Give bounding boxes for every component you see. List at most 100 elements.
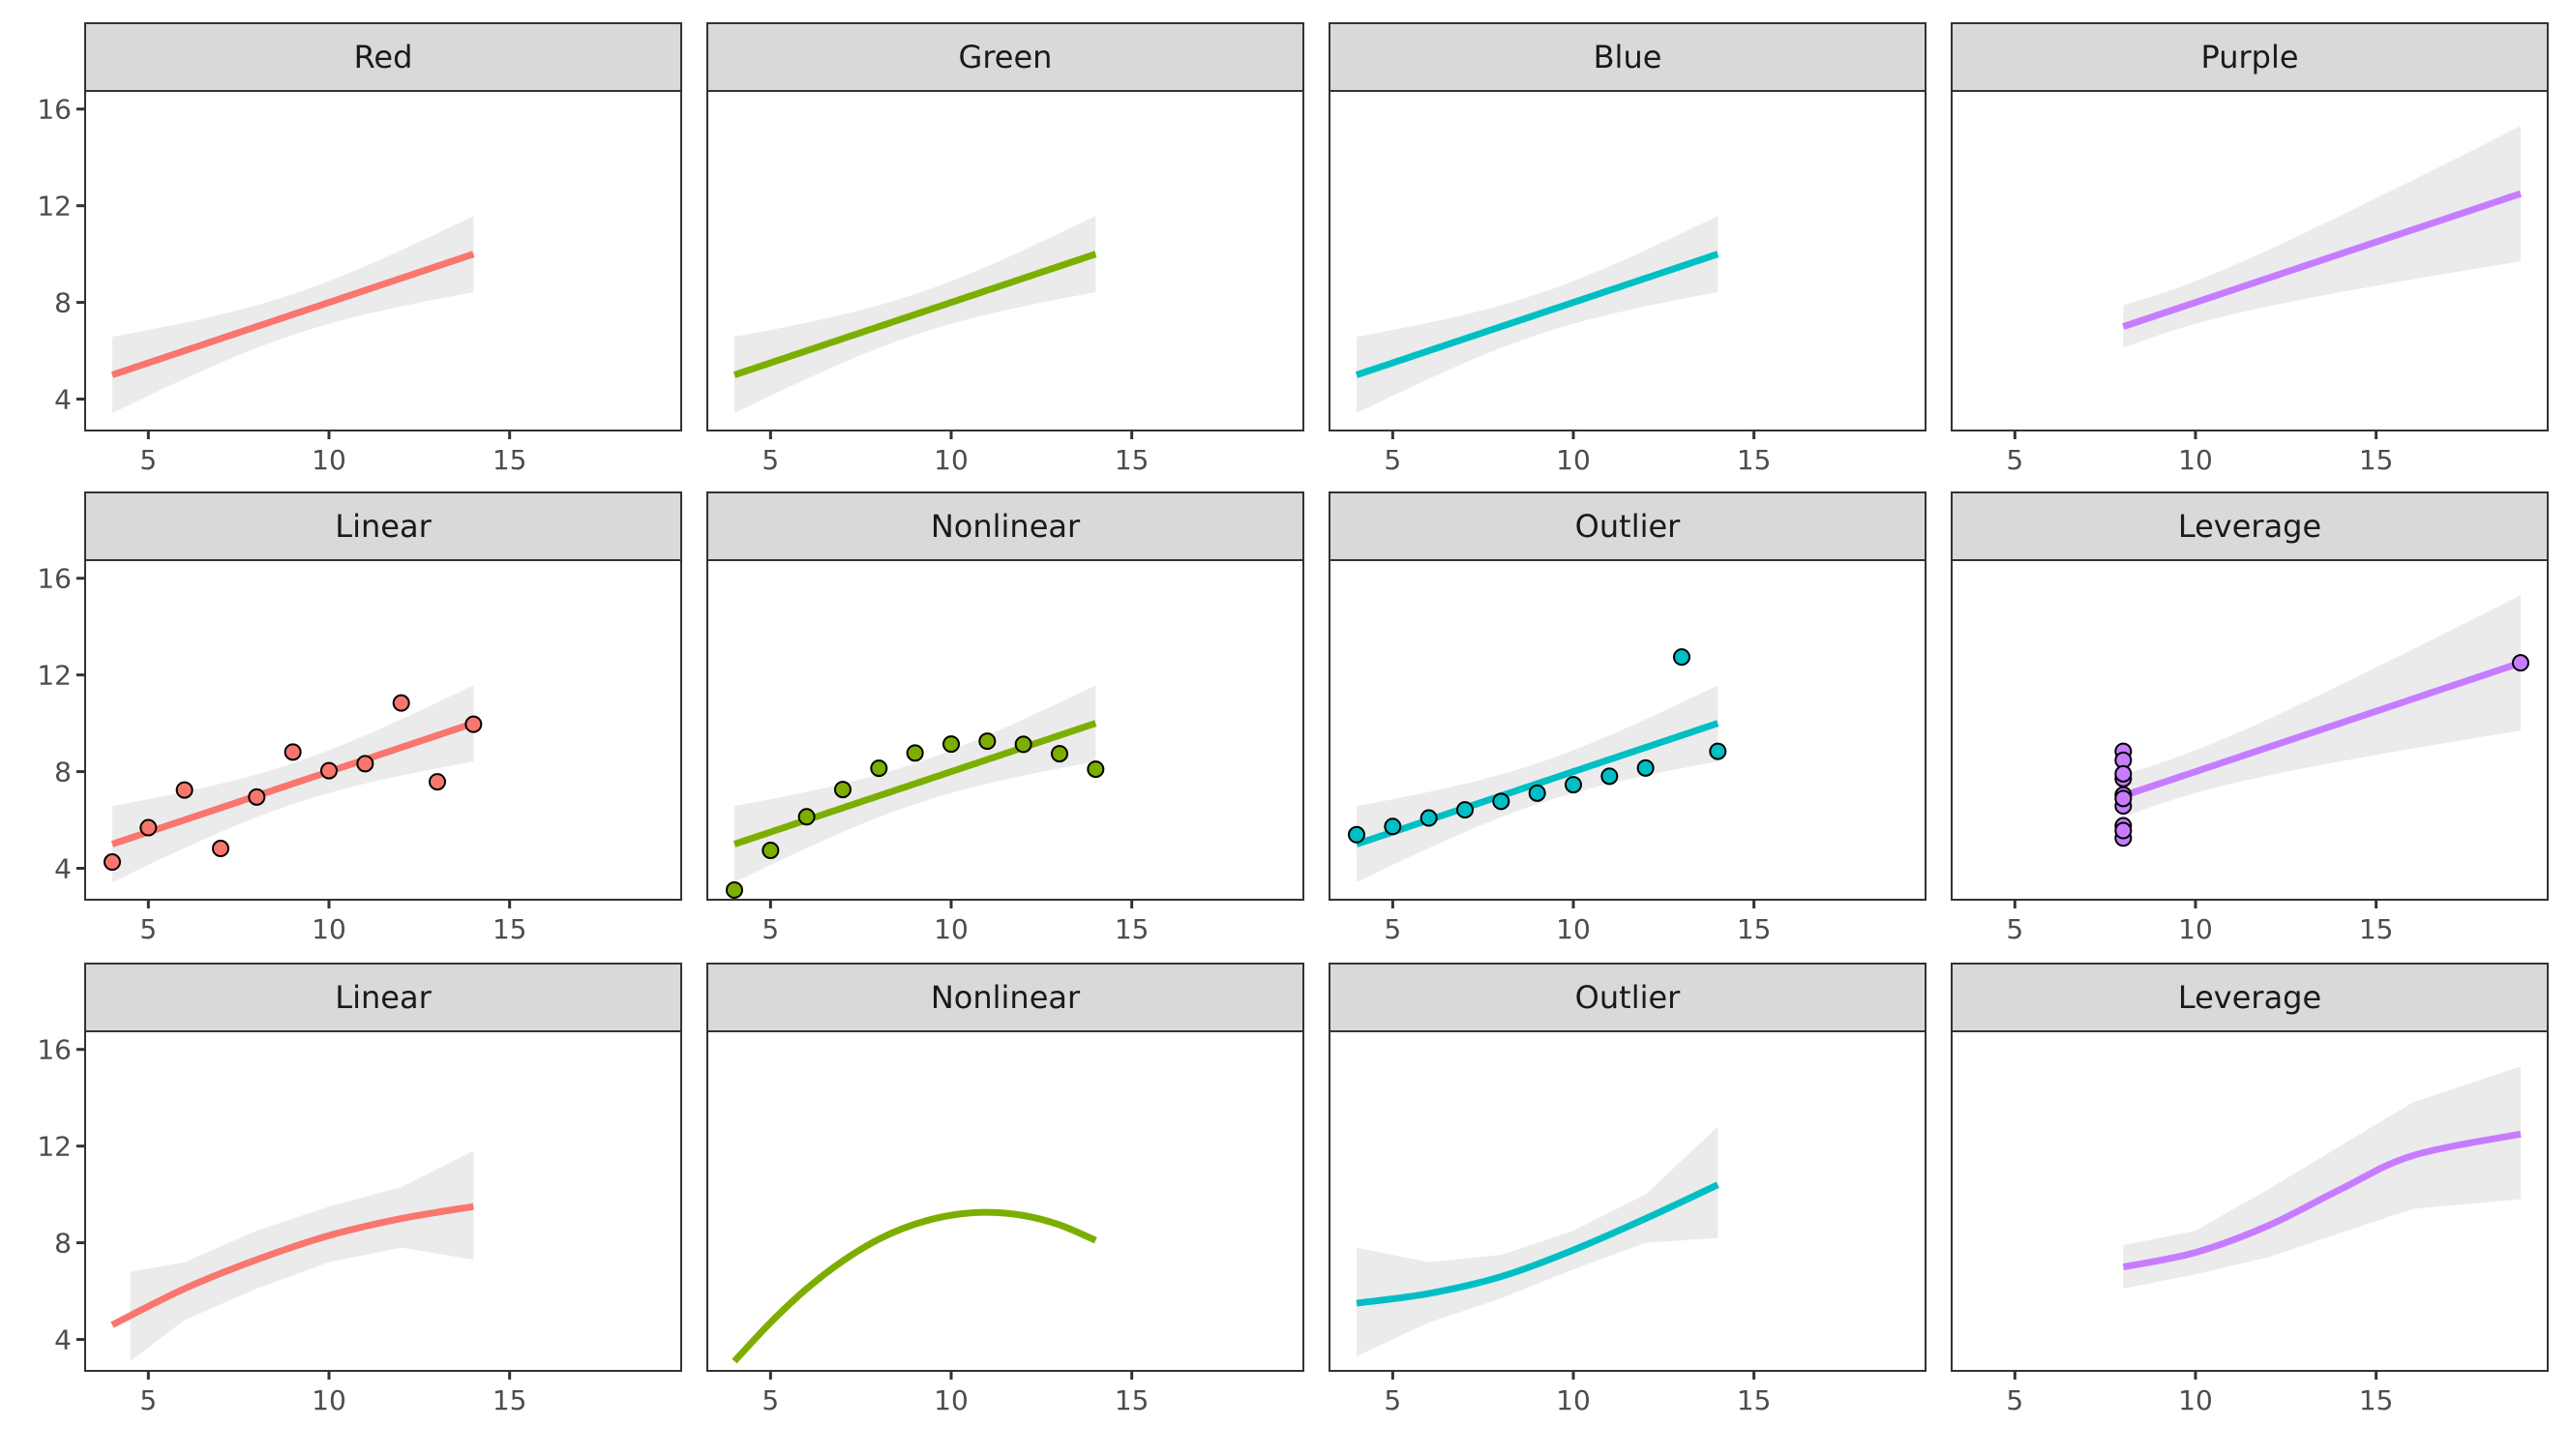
strip-background — [1951, 22, 2549, 92]
data-point — [1492, 792, 1510, 811]
strip-label: Green — [959, 39, 1053, 75]
data-point — [1456, 801, 1474, 819]
strip-label: Nonlinear — [931, 508, 1081, 545]
x-tick-label: 5 — [1384, 1384, 1401, 1416]
facet-panel: Nonlinear 5 10 15 — [706, 491, 1304, 945]
data-point — [1348, 825, 1365, 844]
panel-border — [1329, 90, 1927, 431]
y-tick-label: 4 — [54, 1324, 72, 1356]
data-point — [2114, 821, 2133, 840]
facet-panel: Outlier 5 10 15 — [1329, 963, 1927, 1416]
x-tick-label: 10 — [1556, 444, 1591, 476]
strip-background — [1951, 491, 2549, 561]
data-point — [1528, 784, 1546, 802]
data-point — [2114, 789, 2133, 808]
panel-background — [707, 1031, 1303, 1371]
facet-panel: Linear 5 10 15 4 8 12 16 — [37, 491, 682, 945]
panel-plot-area — [104, 685, 483, 882]
strip-label: Blue — [1594, 39, 1662, 75]
strip-background — [706, 491, 1304, 561]
facet-panel: Blue 5 10 15 — [1329, 22, 1927, 476]
x-tick-label: 15 — [1115, 913, 1150, 945]
x-tick-label: 5 — [762, 444, 779, 476]
x-tick-label: 5 — [1384, 913, 1401, 945]
y-tick-label: 16 — [37, 94, 72, 126]
data-point — [1636, 758, 1655, 777]
x-tick-label: 15 — [1737, 444, 1772, 476]
y-tick-label: 12 — [37, 191, 72, 223]
x-tick-label: 10 — [2178, 913, 2213, 945]
y-tick-label: 12 — [37, 1131, 72, 1163]
panel-plot-area — [2114, 595, 2529, 847]
strip-label: Leverage — [2178, 979, 2321, 1016]
data-point — [834, 781, 851, 799]
x-tick-label: 10 — [934, 913, 969, 945]
panel-border — [1951, 90, 2549, 431]
confidence-band — [1357, 1126, 1718, 1357]
confidence-band — [130, 1150, 474, 1362]
x-tick-label: 5 — [2006, 913, 2023, 945]
facet-panel: Purple 5 10 15 — [1951, 22, 2549, 476]
data-point — [139, 818, 158, 837]
y-tick-label: 4 — [54, 384, 72, 416]
panel-border — [706, 90, 1304, 431]
facet-panel: Leverage 5 10 15 — [1951, 963, 2549, 1416]
strip-label: Linear — [335, 979, 432, 1016]
panel-plot-area — [732, 216, 1097, 413]
loess-curve — [110, 1203, 474, 1328]
panel-plot-area — [110, 216, 475, 413]
strip-background — [84, 491, 682, 561]
strip-background — [84, 22, 682, 92]
strip-background — [1329, 491, 1927, 561]
data-point — [1014, 735, 1032, 754]
strip-background — [84, 963, 682, 1032]
x-tick-label: 5 — [2006, 1384, 2023, 1416]
panel-plot-area — [732, 1208, 1097, 1364]
x-tick-label: 10 — [312, 444, 346, 476]
strip-label: Purple — [2200, 39, 2298, 75]
x-tick-label: 15 — [1737, 913, 1772, 945]
regression-line — [1355, 720, 1719, 847]
strip-label: Outlier — [1575, 508, 1681, 545]
strip-background — [1329, 963, 1927, 1032]
data-point — [942, 735, 960, 754]
facet-panel: Linear 5 10 15 4 8 12 16 — [37, 963, 682, 1416]
x-tick-label: 15 — [2359, 913, 2394, 945]
x-tick-label: 5 — [2006, 444, 2023, 476]
panel-plot-area — [2122, 1066, 2522, 1290]
x-tick-label: 5 — [762, 1384, 779, 1416]
x-tick-label: 10 — [312, 913, 346, 945]
data-point — [1709, 742, 1727, 760]
panel-plot-area — [1348, 648, 1727, 882]
regression-line — [110, 251, 475, 378]
x-tick-label: 10 — [2178, 444, 2213, 476]
x-tick-label: 15 — [493, 444, 527, 476]
y-tick-label: 16 — [37, 563, 72, 595]
data-point — [284, 743, 302, 761]
data-point — [429, 773, 446, 791]
data-point — [1673, 648, 1690, 667]
panel-border — [1951, 559, 2549, 901]
loess-curve — [2122, 1130, 2522, 1271]
regression-line — [2122, 190, 2523, 330]
facet-panel: Green 5 10 15 — [706, 22, 1304, 476]
regression-line — [110, 720, 475, 847]
data-point — [356, 755, 374, 773]
data-point — [762, 842, 780, 860]
panel-plot-area — [110, 1150, 474, 1362]
y-tick-label: 12 — [37, 660, 72, 692]
panel-border — [84, 90, 682, 431]
y-tick-label: 8 — [54, 1228, 72, 1260]
x-tick-label: 10 — [934, 1384, 969, 1416]
y-tick-label: 16 — [37, 1034, 72, 1066]
panel-border — [84, 559, 682, 901]
panel-plot-area — [1355, 216, 1719, 413]
x-tick-label: 15 — [1115, 444, 1150, 476]
data-point — [464, 715, 483, 733]
x-tick-label: 15 — [493, 1384, 527, 1416]
strip-label: Nonlinear — [931, 979, 1081, 1016]
loess-curve — [1356, 1181, 1719, 1307]
data-point — [870, 759, 888, 778]
x-tick-label: 15 — [1115, 1384, 1150, 1416]
